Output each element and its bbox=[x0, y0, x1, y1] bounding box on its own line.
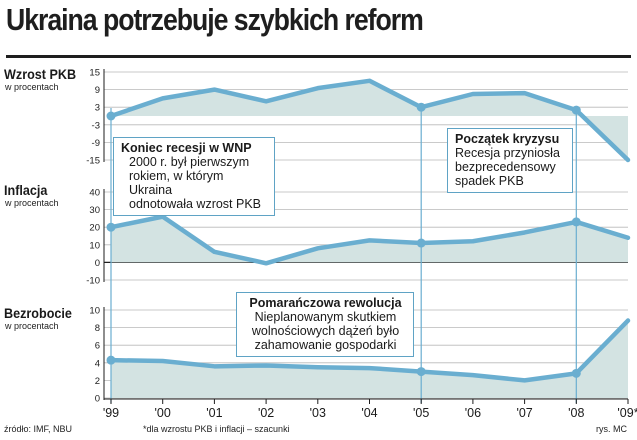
ytick-label-2-1: 8 bbox=[95, 323, 100, 334]
annotation-crisis-start-title: Początek kryzysu bbox=[455, 132, 560, 146]
ytick-label-1-5: -10 bbox=[86, 276, 100, 287]
xtick-label-1: '00 bbox=[155, 406, 171, 420]
annotation-orange-revolution-line-2: wolnościowych dążeń było bbox=[251, 324, 400, 338]
annotation-recession-end-title: Koniec recesji w WNP bbox=[121, 141, 252, 155]
xtick-label-8: '07 bbox=[516, 406, 532, 420]
ytick-label-2-3: 4 bbox=[95, 358, 100, 369]
credit-note: rys. MC bbox=[596, 424, 627, 434]
annotation-orange-revolution-line-3: zahamowanie gospodarki bbox=[254, 338, 397, 352]
series-line-0 bbox=[108, 78, 631, 163]
xtick-label-4: '03 bbox=[310, 406, 326, 420]
ytick-label-0-5: -15 bbox=[86, 156, 100, 167]
xtick-label-0: '99 bbox=[103, 406, 119, 420]
ytick-label-0-2: 3 bbox=[95, 103, 100, 114]
annotation-orange-revolution-line-1: Nieplanowanym skutkiem bbox=[254, 310, 397, 324]
ytick-label-1-0: 40 bbox=[89, 188, 100, 199]
ytick-label-2-4: 2 bbox=[95, 376, 100, 387]
panel-title-inflation: Inflacja bbox=[4, 182, 48, 198]
annotation-crisis-start-line-3: spadek PKB bbox=[455, 174, 524, 188]
ytick-label-1-2: 20 bbox=[89, 223, 100, 234]
source-note: źródło: IMF, NBU bbox=[4, 424, 73, 434]
annotation-orange-revolution: Pomarańczowa rewolucja Nieplanowanym sku… bbox=[236, 292, 414, 357]
annotation-recession-end-line-2: rokiem, w którym Ukraina bbox=[129, 169, 224, 197]
ytick-label-0-1: 9 bbox=[95, 85, 100, 96]
annotation-recession-end: Koniec recesji w WNP 2000 r. był pierwsz… bbox=[113, 137, 275, 216]
ytick-label-1-3: 10 bbox=[89, 240, 100, 251]
annotation-recession-end-line-1: 2000 r. był pierwszym bbox=[129, 155, 250, 169]
ytick-label-2-0: 10 bbox=[89, 306, 100, 317]
ytick-label-1-4: 0 bbox=[95, 258, 100, 269]
page-title: Ukraina potrzebuje szybkich reform bbox=[6, 2, 424, 37]
panel-subtitle-inflation: w procentach bbox=[5, 198, 59, 208]
series-area-1 bbox=[111, 216, 628, 264]
xtick-label-6: '05 bbox=[413, 406, 429, 420]
panel-subtitle-unemployment: w procentach bbox=[5, 321, 59, 331]
annotation-crisis-start-line-1: Recesja przyniosła bbox=[455, 146, 560, 160]
annotation-crisis-start-line-2: bezprecedensowy bbox=[455, 160, 556, 174]
annotation-orange-revolution-title: Pomarańczowa rewolucja bbox=[249, 296, 402, 310]
ytick-label-2-5: 0 bbox=[95, 394, 100, 405]
xtick-label-9: '08 bbox=[568, 406, 584, 420]
ytick-label-0-3: -3 bbox=[92, 120, 100, 131]
xtick-label-3: '02 bbox=[258, 406, 274, 420]
ytick-label-0-4: -9 bbox=[92, 138, 100, 149]
ytick-label-1-1: 30 bbox=[89, 205, 100, 216]
series-line-1 bbox=[108, 214, 631, 266]
series-area-0 bbox=[111, 80, 628, 160]
xtick-label-2: '01 bbox=[206, 406, 222, 420]
annotation-crisis-start: Początek kryzysu Recesja przyniosła bezp… bbox=[447, 128, 573, 193]
xtick-label-7: '06 bbox=[465, 406, 481, 420]
ytick-label-0-0: 15 bbox=[89, 68, 100, 79]
estimate-note: *dla wzrostu PKB i inflacji – szacunki bbox=[143, 424, 290, 434]
ytick-label-2-2: 6 bbox=[95, 341, 100, 352]
series-line-2 bbox=[108, 318, 631, 383]
xtick-label-10: '09* bbox=[617, 406, 637, 420]
panel-title-unemployment: Bezrobocie bbox=[4, 305, 72, 321]
title-rule bbox=[6, 55, 631, 58]
data-point-0-6 bbox=[416, 102, 426, 112]
xtick-label-5: '04 bbox=[361, 406, 377, 420]
panel-title-gdp: Wzrost PKB bbox=[4, 66, 77, 82]
annotation-recession-end-line-3: odnotowała wzrost PKB bbox=[129, 197, 262, 211]
panel-subtitle-gdp: w procentach bbox=[5, 82, 59, 92]
